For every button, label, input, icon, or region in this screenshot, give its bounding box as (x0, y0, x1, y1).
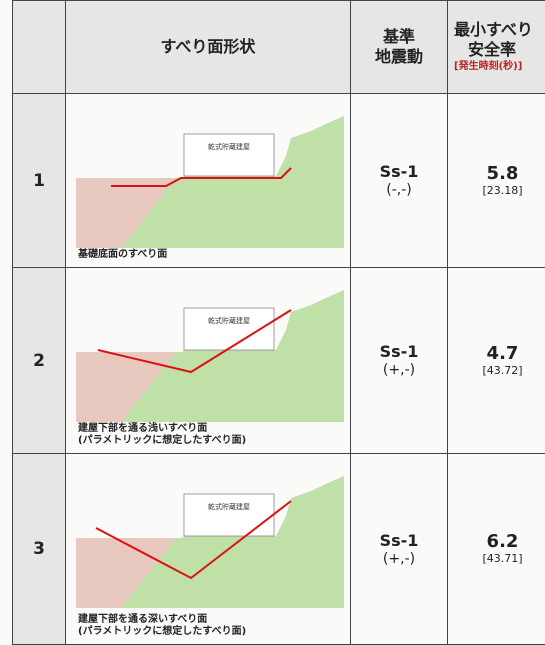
table: すべり面形状 基準 地震動 最小すべり 安全率 [発生時刻(秒)] 1 乾式貯蔵建屋 基礎… (12, 0, 545, 645)
header-text: 安全率 (468, 40, 517, 59)
fill-zone (76, 352, 176, 422)
number-cell: 1 (12, 93, 66, 268)
header-cell: すべり面形状 (65, 0, 351, 94)
header-row: すべり面形状 基準 地震動 最小すべり 安全率 [発生時刻(秒)] (12, 0, 545, 94)
caption-line: 基礎底面のすべり面 (78, 249, 168, 260)
factor: 4.7 (486, 342, 519, 364)
slip-surface (97, 309, 292, 374)
shape-cell: 乾式貯蔵建屋基礎底面のすべり面 (65, 93, 351, 268)
factor: 6.2 (486, 531, 519, 552)
building-label: 乾式貯蔵建屋 (208, 316, 250, 325)
cross-section: 乾式貯蔵建屋 (76, 290, 344, 422)
factor-cell: 6.2 [43.71] (447, 453, 545, 645)
shape-cell: 乾式貯蔵建屋建屋下部を通る深いすべり面 (パラメトリックに想定したすべり面) (65, 453, 351, 645)
header-text: すべり面形状 (160, 37, 256, 56)
motion: Ss-1 (379, 530, 419, 550)
row: 2 乾式貯蔵建屋 建屋下部を通る浅いすべり面 (パラメトリックに想定したすべり面) Ss… (12, 267, 545, 454)
fill-zone (76, 538, 176, 608)
slip-surface (111, 167, 292, 187)
caption: 建屋下部を通る浅いすべり面 (パラメトリックに想定したすべり面) (78, 423, 246, 447)
motion: Ss-1 (379, 342, 419, 361)
building-label: 乾式貯蔵建屋 (208, 142, 250, 151)
motion-cell: Ss-1 (+,-) (350, 453, 448, 645)
factor: 5.8 (486, 162, 519, 184)
motion-cell: Ss-1 (+,-) (350, 267, 448, 454)
header-text: 基準 (382, 27, 415, 46)
cross-section: 乾式貯蔵建屋 (76, 476, 344, 608)
caption: 建屋下部を通る深いすべり面 (パラメトリックに想定したすべり面) (78, 614, 246, 638)
cross-section: 乾式貯蔵建屋 (76, 116, 344, 248)
number-cell: 3 (12, 453, 66, 645)
building (183, 133, 275, 177)
shape-cell: 乾式貯蔵建屋建屋下部を通る浅いすべり面 (パラメトリックに想定したすべり面) (65, 267, 351, 454)
header-note: [発生時刻(秒)] (454, 61, 523, 72)
caption: 基礎底面のすべり面 (78, 249, 167, 261)
row: 1 乾式貯蔵建屋 基礎底面のすべり面 Ss-1 (-,-) 5.8 [23.18] (12, 93, 545, 268)
header-cell: 基準 地震動 (350, 0, 448, 94)
caption-line: 建屋下部を通る深いすべり面 (78, 614, 208, 625)
factor-cell: 4.7 [43.72] (447, 267, 545, 454)
fill-zone (76, 178, 176, 248)
sign: (+,-) (382, 362, 416, 378)
shape-box: 乾式貯蔵建屋基礎底面のすべり面 (66, 94, 350, 267)
caption-line: 建屋下部を通る浅いすべり面 (78, 423, 208, 434)
slip-surface (95, 500, 292, 580)
number-cell: 2 (12, 267, 66, 454)
shape-box: 乾式貯蔵建屋建屋下部を通る深いすべり面 (パラメトリックに想定したすべり面) (66, 454, 350, 644)
motion: Ss-1 (379, 162, 419, 181)
factor-cell: 5.8 [23.18] (447, 93, 545, 268)
time: [43.72] (482, 363, 523, 377)
building-label: 乾式貯蔵建屋 (208, 502, 250, 511)
motion-cell: Ss-1 (-,-) (350, 93, 448, 268)
sign: (-,-) (386, 182, 412, 198)
caption-line: (パラメトリックに想定したすべり面) (78, 626, 247, 637)
shape-box: 乾式貯蔵建屋建屋下部を通る浅いすべり面 (パラメトリックに想定したすべり面) (66, 268, 350, 453)
time: [23.18] (482, 183, 523, 197)
corner-cell (12, 0, 66, 94)
header-text: 地震動 (374, 47, 423, 66)
time: [43.71] (482, 552, 523, 565)
header-text: 最小すべり (454, 20, 533, 39)
caption-line: (パラメトリックに想定したすべり面) (78, 435, 247, 446)
building (183, 493, 275, 537)
row: 3 乾式貯蔵建屋 建屋下部を通る深いすべり面 (パラメトリックに想定したすべり面) Ss… (12, 453, 545, 645)
header-cell: 最小すべり 安全率 [発生時刻(秒)] (447, 0, 545, 94)
sign: (+,-) (382, 550, 416, 567)
